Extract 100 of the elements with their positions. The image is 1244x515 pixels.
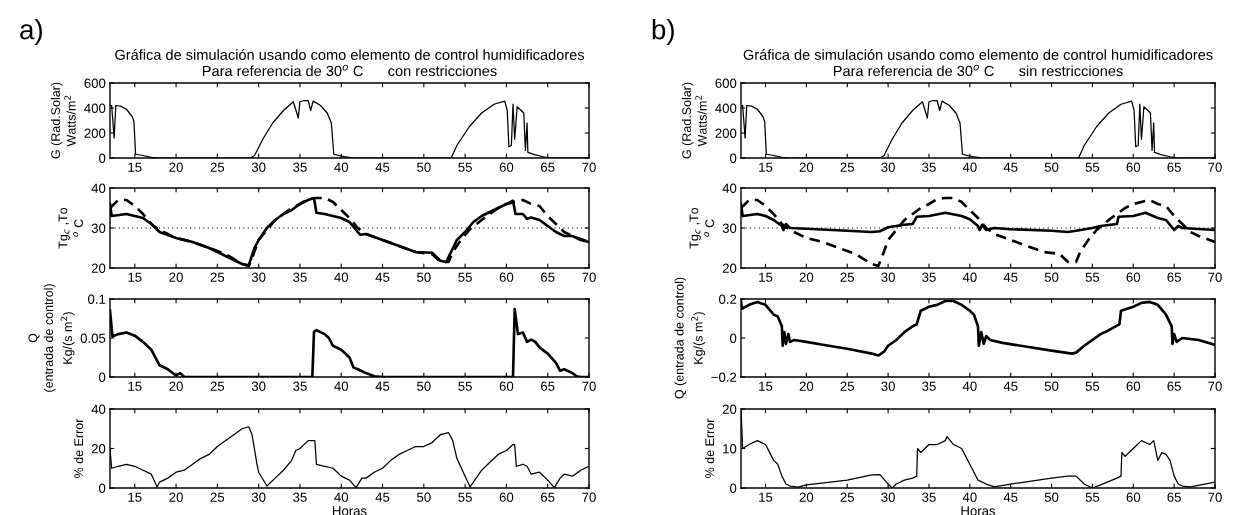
x-tick-label: 55	[458, 272, 472, 282]
x-tick-label: 30	[251, 381, 266, 391]
x-tick-label: 65	[541, 381, 555, 391]
y-axis-title: G (Rad.Solar) Watts/m$^{2}$	[681, 82, 707, 159]
y-axis-title: G (Rad.Solar) Watts/m$^{2}$	[50, 82, 76, 159]
x-tick-label: 50	[417, 492, 431, 502]
x-tick-label: 50	[417, 381, 431, 391]
x-tick-label: 45	[1003, 162, 1018, 172]
y-tick-label: 20	[91, 263, 106, 273]
x-tick-label: 65	[1167, 492, 1181, 502]
y-tick-label: 200	[84, 128, 106, 138]
x-tick-label: 15	[759, 492, 773, 502]
x-tick-label: 20	[799, 162, 814, 172]
y-tick-label: 20	[722, 404, 737, 414]
x-tick-label: 65	[1167, 162, 1181, 172]
x-tick-label: 70	[1208, 162, 1222, 172]
y-tick-label: 0.1	[88, 294, 106, 304]
x-tick-label: 20	[799, 381, 814, 391]
x-tick-label: 60	[1126, 272, 1141, 282]
x-tick-label: 45	[1003, 381, 1018, 391]
x-tick-label: 25	[840, 162, 855, 172]
x-tick-label: 15	[759, 162, 773, 172]
y-tick-label: 200	[715, 128, 737, 138]
y-axis-title: Q (entrada de control) Kg/(s m$^{2}$)	[28, 284, 75, 392]
x-tick-label: 30	[881, 492, 895, 502]
x-tick-label: 70	[582, 162, 596, 172]
y-tick-label: 40	[91, 404, 106, 414]
x-tick-label: 15	[128, 492, 142, 502]
x-tick-label: 40	[962, 381, 977, 391]
y-axis-title: % de Error	[704, 418, 715, 478]
x-tick-label: 70	[582, 492, 596, 502]
x-tick-label: 40	[962, 492, 977, 502]
x-tick-label: 70	[582, 272, 596, 282]
x-tick-label: 55	[458, 381, 472, 391]
x-tick-label: 25	[840, 492, 855, 502]
x-tick-label: 30	[251, 162, 266, 172]
x-tick-label: 15	[759, 381, 773, 391]
x-tick-label: 15	[759, 272, 773, 282]
x-tick-label: 65	[1167, 272, 1181, 282]
x-tick-label: 65	[541, 492, 555, 502]
x-tick-label: 35	[293, 272, 307, 282]
y-tick-label: −0.2	[711, 372, 737, 382]
y-tick-label: 10	[723, 444, 737, 454]
x-tick-label: 50	[1044, 492, 1059, 502]
y-tick-label: 0	[99, 153, 106, 163]
x-tick-label: 65	[1167, 381, 1181, 391]
x-tick-label: 45	[375, 162, 390, 172]
y-axis-title: Tg$_{c}$ ,To $^{o}$ C	[689, 207, 715, 249]
x-tick-label: 60	[499, 381, 514, 391]
x-tick-label: 45	[375, 381, 390, 391]
x-tick-label: 35	[922, 492, 936, 502]
x-tick-label: 55	[1085, 381, 1100, 391]
x-tick-label: 20	[799, 272, 814, 282]
x-tick-label: 20	[169, 272, 183, 282]
y-tick-label: 400	[715, 103, 737, 113]
x-tick-label: 40	[334, 272, 349, 282]
x-tick-label: 25	[210, 162, 225, 172]
y-tick-label: 0	[99, 483, 106, 493]
x-axis-title: Horas	[332, 506, 367, 515]
x-tick-label: 40	[334, 381, 349, 391]
x-tick-label: 70	[1208, 272, 1222, 282]
x-tick-label: 35	[293, 381, 307, 391]
text: b)	[652, 19, 674, 45]
x-tick-label: 20	[799, 492, 814, 502]
x-tick-label: 35	[922, 162, 936, 172]
x-tick-label: 25	[210, 492, 225, 502]
y-tick-label: 0.2	[719, 294, 737, 304]
x-tick-label: 70	[1208, 381, 1222, 391]
x-tick-label: 35	[293, 162, 307, 172]
y-tick-label: 0.05	[80, 333, 106, 343]
y-tick-label: 40	[722, 183, 737, 193]
x-tick-label: 45	[1003, 272, 1018, 282]
x-tick-label: 60	[1126, 381, 1141, 391]
x-tick-label: 35	[293, 492, 307, 502]
x-tick-label: 30	[881, 162, 895, 172]
x-tick-label: 20	[169, 162, 183, 172]
y-tick-label: 600	[715, 78, 737, 88]
x-tick-label: 50	[1044, 381, 1059, 391]
x-tick-label: 60	[499, 492, 514, 502]
x-tick-label: 25	[840, 272, 855, 282]
x-tick-label: 55	[1085, 272, 1100, 282]
x-tick-label: 30	[881, 381, 895, 391]
x-tick-label: 50	[1044, 162, 1059, 172]
x-tick-label: 35	[922, 272, 936, 282]
y-tick-label: 400	[84, 103, 106, 113]
x-tick-label: 40	[334, 162, 349, 172]
text: a)	[20, 19, 42, 45]
x-tick-label: 45	[375, 492, 390, 502]
y-tick-label: 20	[722, 263, 737, 273]
y-tick-label: 0	[730, 333, 737, 343]
y-tick-label: 30	[91, 223, 106, 233]
x-tick-label: 40	[962, 272, 977, 282]
x-tick-label: 40	[962, 162, 977, 172]
x-tick-label: 30	[251, 272, 266, 282]
y-tick-label: 600	[84, 78, 106, 88]
x-tick-label: 20	[169, 381, 183, 391]
y-axis-title: % de Error	[73, 418, 84, 478]
x-tick-label: 60	[499, 272, 514, 282]
x-tick-label: 65	[541, 162, 555, 172]
y-tick-label: 30	[722, 223, 737, 233]
